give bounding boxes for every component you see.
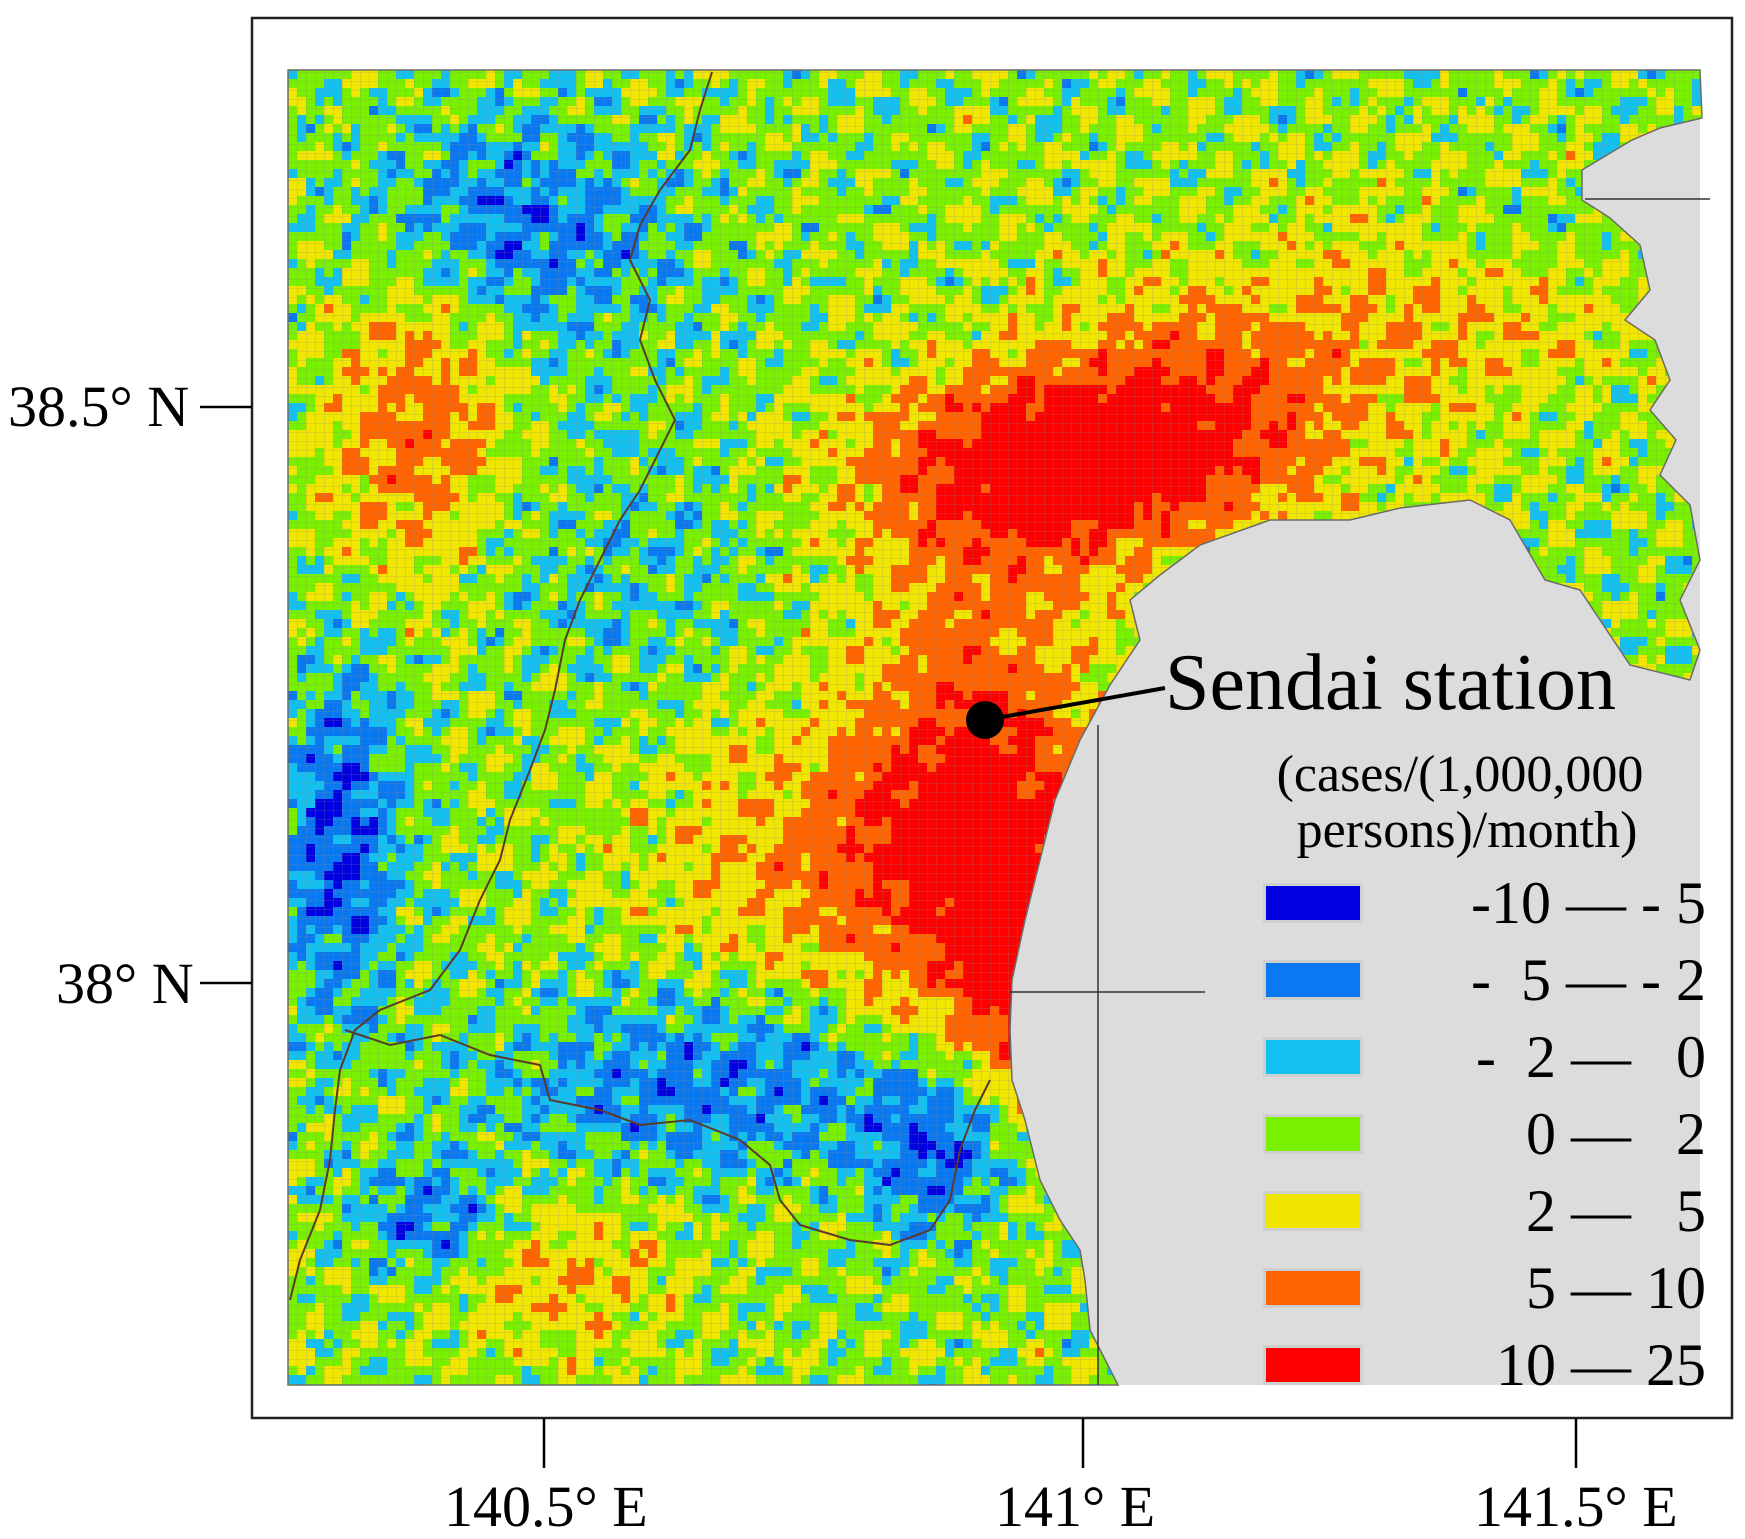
lat-label-38-5: 38.5° N [8,378,189,436]
legend-row: 5 — 10 [1266,1253,1706,1323]
legend-swatch [1266,1117,1360,1151]
legend-swatch [1266,1271,1360,1305]
legend-label: -10 — - 5 [1471,868,1706,938]
legend-label: 5 — 10 [1526,1253,1706,1323]
legend-swatch [1266,886,1360,920]
lon-label-140-5: 140.5° E [444,1478,648,1536]
lon-label-141-5: 141.5° E [1474,1478,1678,1536]
legend-label: 10 — 25 [1496,1330,1706,1400]
station-marker [966,701,1004,739]
legend-label: 2 — 5 [1526,1176,1706,1246]
legend-row: 10 — 25 [1266,1330,1706,1400]
station-label: Sendai station [1165,643,1616,723]
legend-label: - 5 — - 2 [1471,945,1706,1015]
legend-swatch [1266,963,1360,997]
legend-swatch [1266,1194,1360,1228]
legend-row: 0 — 2 [1266,1099,1706,1169]
legend-title-line1: (cases/(1,000,000 [1220,748,1700,803]
legend-title-line2: persons)/month) [1222,804,1712,859]
lon-label-141: 141° E [995,1478,1155,1536]
legend-row: 2 — 5 [1266,1176,1706,1246]
legend-row: -10 — - 5 [1266,868,1706,938]
legend-label: - 2 — 0 [1476,1022,1706,1092]
lat-label-38: 38° N [56,955,194,1013]
legend-row: - 2 — 0 [1266,1022,1706,1092]
legend-swatch [1266,1040,1360,1074]
legend-label: 0 — 2 [1526,1099,1706,1169]
legend-row: - 5 — - 2 [1266,945,1706,1015]
legend-swatch [1266,1348,1360,1382]
